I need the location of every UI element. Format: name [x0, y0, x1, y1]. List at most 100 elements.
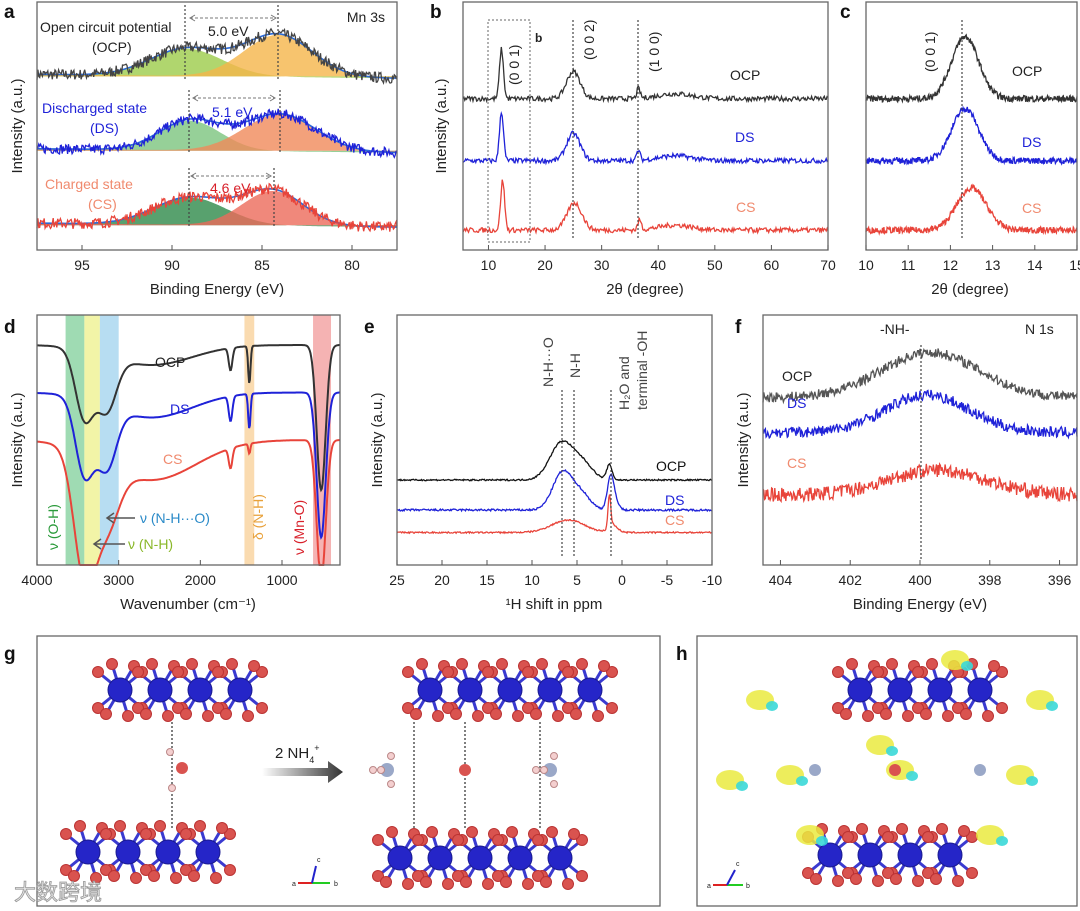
oxygen-atom — [856, 823, 868, 835]
oxygen-atom — [982, 710, 994, 722]
manganese-atom — [847, 677, 873, 703]
oxygen-atom — [802, 867, 814, 879]
oxygen-atom — [936, 823, 948, 835]
oxygen-atom — [872, 702, 884, 714]
oxygen-atom — [832, 666, 844, 678]
oxygen-atom — [132, 666, 144, 678]
hkl-001: (0 0 1) — [506, 45, 522, 85]
oxygen-atom — [902, 710, 914, 722]
oxygen-atom — [846, 658, 858, 670]
structure-before-after — [60, 658, 618, 890]
axis-triad-h: a b c — [707, 861, 750, 890]
fit-component-ocp-1 — [37, 34, 397, 79]
oxygen-atom — [256, 702, 268, 714]
water-oxygen — [459, 764, 471, 776]
panel-g-frame — [36, 635, 661, 907]
oxygen-atom — [886, 658, 898, 670]
panel-label-f: f — [735, 317, 742, 338]
hydrogen-atom — [532, 766, 540, 774]
oxygen-atom — [810, 873, 822, 885]
oxygen-atom — [840, 708, 852, 720]
panel-d: 4000 3000 2000 1000 — [21, 314, 341, 588]
isosurface-cyan — [906, 771, 918, 781]
x-tick-label-60: 60 — [764, 257, 780, 273]
series-ds — [462, 111, 829, 166]
manganese-atom — [897, 842, 923, 868]
manganese-atom — [195, 839, 221, 865]
oxygen-atom — [380, 876, 392, 888]
title-mn3s: Mn 3s — [347, 9, 385, 25]
split-arrowheads — [189, 14, 277, 22]
panel-f: 404 402 400 398 396 — [762, 314, 1078, 588]
oxygen-atom — [226, 658, 238, 670]
manganese-atom — [387, 845, 413, 871]
isosurface-cyan — [961, 661, 973, 671]
ylabel-e: Intensity (a.u.) — [369, 392, 386, 487]
split-ocp: 5.0 eV — [208, 23, 249, 39]
oxygen-atom — [132, 702, 144, 714]
oxygen-atom — [922, 867, 934, 879]
isosurface-cyan — [736, 781, 748, 791]
panel-e: 25 20 15 10 5 0 -5 -10 — [389, 314, 722, 588]
axis-a-label: a — [707, 883, 711, 890]
hydrogen-atom — [168, 784, 176, 792]
x-tick-label-10: 10 — [481, 257, 497, 273]
band-1 — [84, 315, 100, 565]
manganese-atom — [967, 677, 993, 703]
reaction-text: 2 NH — [275, 745, 309, 762]
series-ds — [396, 469, 713, 513]
series-ocp — [865, 33, 1078, 104]
xlabel-e: ¹H shift in ppm — [506, 596, 603, 613]
oxygen-atom — [592, 710, 604, 722]
label-cs: (CS) — [88, 196, 117, 212]
series-cs — [462, 179, 829, 235]
oxygen-atom — [562, 878, 574, 890]
oxygen-atom — [172, 666, 184, 678]
oxygen-atom — [952, 702, 964, 714]
oxygen-atom — [522, 702, 534, 714]
label-ocp-e: OCP — [656, 458, 686, 474]
series-cs — [762, 461, 1078, 504]
label-ds-f: DS — [787, 395, 806, 411]
oxygen-atom — [450, 708, 462, 720]
label-nh-e: N-H — [567, 353, 583, 378]
oxygen-atom — [960, 708, 972, 720]
panel-label-a: a — [4, 2, 15, 23]
oxygen-atom — [912, 702, 924, 714]
manganese-atom — [427, 845, 453, 871]
panel-a: 95 90 85 80 — [36, 1, 398, 273]
oxygen-atom — [100, 828, 112, 840]
ylabel-a: Intensity (a.u.) — [9, 78, 26, 173]
manganese-atom — [107, 677, 133, 703]
oxygen-atom — [216, 822, 228, 834]
oxygen-atom — [60, 828, 72, 840]
arrow-nho — [105, 512, 135, 524]
oxygen-atom — [220, 708, 232, 720]
split-ds: 5.1 eV — [212, 104, 253, 120]
oxygen-atom — [832, 875, 844, 887]
oxygen-atom — [506, 826, 518, 838]
oxygen-atom — [452, 870, 464, 882]
reaction-subscript: 4 — [309, 755, 314, 765]
arrow-nh — [92, 538, 125, 550]
manganese-atom — [467, 845, 493, 871]
band-2 — [99, 315, 119, 565]
oxygen-atom — [496, 658, 508, 670]
oxygen-atom — [952, 875, 964, 887]
xlabel-f: Binding Energy (eV) — [853, 596, 987, 613]
label-cs-b: CS — [736, 199, 755, 215]
label-ds: (DS) — [90, 120, 119, 136]
x-tick-label-25: 25 — [389, 572, 405, 588]
x-tick-label-398: 398 — [978, 572, 1002, 588]
oxygen-atom — [170, 872, 182, 884]
oxygen-atom — [100, 708, 112, 720]
x-tick-label-20: 20 — [434, 572, 450, 588]
panel-d-annotations: OCP DS CS ν (O-H) ν (N-H···O) ν (N-H) δ … — [45, 354, 307, 555]
plot-frame — [396, 314, 713, 566]
inset-ref-b: b — [535, 31, 542, 45]
reaction-label: 2 NH4+ — [275, 743, 319, 765]
panel-label-g: g — [4, 644, 16, 665]
label-delta-nh: δ (N-H) — [250, 494, 266, 540]
x-tick-label-402: 402 — [839, 572, 863, 588]
manganese-atom — [887, 677, 913, 703]
